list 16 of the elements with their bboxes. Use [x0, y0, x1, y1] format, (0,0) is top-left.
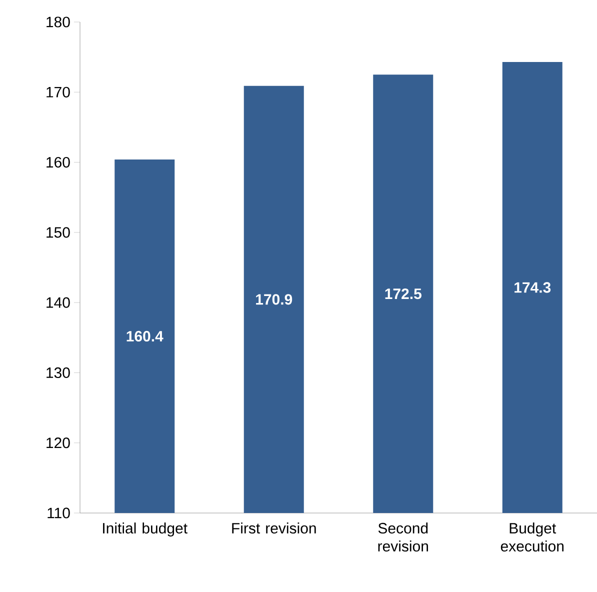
data-label: 172.5 [385, 288, 422, 300]
y-tick-label: 130 [46, 367, 70, 378]
x-tick-label: Budget execution [500, 522, 564, 552]
y-tick-label: 140 [46, 297, 70, 308]
data-label: 160.4 [126, 330, 164, 342]
y-tick-label: 160 [46, 156, 70, 168]
y-tick-label: 110 [48, 508, 70, 518]
data-label: 174.3 [514, 282, 551, 293]
x-tick-label: Second revision [378, 522, 428, 552]
y-tick-label: 180 [46, 16, 70, 28]
y-tick-label: 120 [46, 438, 70, 448]
x-tick-label: Initial budget [103, 522, 188, 537]
x-tick-label: First revision [232, 522, 316, 534]
y-tick-label: 150 [46, 227, 70, 238]
y-tick-label: 170 [46, 86, 70, 98]
data-label: 170.9 [256, 294, 292, 305]
